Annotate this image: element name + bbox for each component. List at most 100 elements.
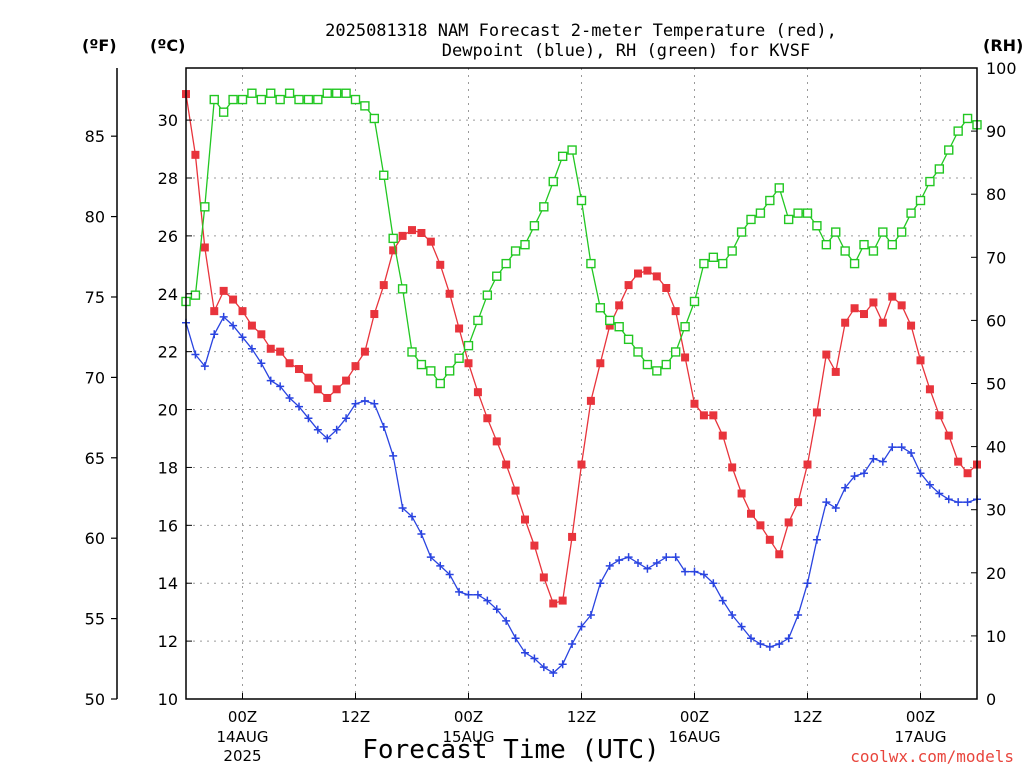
rh-point bbox=[463, 340, 474, 351]
rh-tick-label: 40 bbox=[986, 438, 1006, 457]
dewpoint-point bbox=[511, 634, 520, 643]
temperature-point bbox=[247, 321, 256, 330]
dewpoint-point bbox=[530, 654, 539, 663]
dewpoint-point bbox=[295, 402, 303, 411]
rh-point bbox=[812, 221, 822, 231]
x-axis-label: Forecast Time (UTC) bbox=[362, 735, 659, 765]
rh-point bbox=[821, 239, 832, 250]
temperature-point bbox=[257, 330, 266, 339]
rh-point bbox=[746, 214, 756, 225]
temperature-point bbox=[464, 359, 473, 368]
temperature-point bbox=[492, 437, 501, 446]
x-tick-label: 2025 bbox=[223, 747, 261, 765]
temperature-point bbox=[276, 347, 285, 356]
temperature-point bbox=[473, 388, 482, 397]
rh-point bbox=[783, 214, 794, 225]
temperature-point bbox=[455, 324, 464, 333]
dewpoint-point bbox=[935, 489, 944, 498]
temperature-point bbox=[878, 318, 887, 327]
dewpoint-point bbox=[389, 451, 398, 460]
celsius-tick-label: 14 bbox=[158, 574, 178, 593]
dewpoint-point bbox=[690, 567, 699, 576]
dewpoint-point bbox=[605, 561, 614, 570]
celsius-tick-label: 22 bbox=[158, 343, 178, 362]
dewpoint-point bbox=[841, 483, 850, 492]
celsius-unit-label: (ºC) bbox=[150, 36, 185, 55]
temperature-point bbox=[304, 373, 313, 382]
temperature-point bbox=[916, 356, 925, 365]
dewpoint-point bbox=[549, 668, 558, 677]
rh-point bbox=[228, 94, 238, 105]
rh-point bbox=[350, 94, 361, 105]
rh-point bbox=[435, 378, 445, 389]
rh-point bbox=[369, 113, 380, 124]
rh-point bbox=[190, 290, 201, 300]
temperature-point bbox=[502, 460, 511, 469]
rh-point bbox=[925, 176, 935, 187]
temperature-point bbox=[605, 321, 614, 330]
dewpoint-point bbox=[464, 590, 473, 599]
rh-point bbox=[567, 145, 577, 155]
dewpoint-point bbox=[916, 469, 925, 478]
rh-point bbox=[576, 195, 587, 206]
temperature-point bbox=[803, 460, 812, 469]
dewpoint-point bbox=[897, 443, 906, 452]
dewpoint-point bbox=[784, 634, 793, 643]
rh-tick-label: 10 bbox=[986, 627, 1006, 646]
dewpoint-point bbox=[812, 535, 821, 544]
rh-point bbox=[275, 94, 285, 105]
x-tick-label: 12Z bbox=[793, 708, 822, 726]
temperature-point bbox=[483, 414, 492, 423]
rh-point bbox=[247, 88, 257, 98]
temperature-point bbox=[888, 292, 897, 301]
rh-tick-label: 60 bbox=[986, 311, 1006, 330]
rh-point bbox=[379, 170, 389, 180]
dewpoint-point bbox=[257, 359, 266, 368]
rh-point bbox=[736, 227, 747, 237]
dewpoint-point bbox=[455, 587, 464, 596]
temperature-point bbox=[332, 385, 341, 394]
rh-point bbox=[605, 315, 615, 326]
dewpoint-point bbox=[850, 472, 859, 481]
rh-point bbox=[313, 94, 323, 105]
fahrenheit-tick-label: 80 bbox=[85, 208, 105, 227]
rh-tick-label: 100 bbox=[986, 59, 1017, 78]
temperature-point bbox=[831, 367, 840, 376]
rh-point bbox=[510, 246, 521, 256]
rh-point bbox=[802, 208, 813, 218]
rh-point bbox=[586, 258, 596, 269]
dewpoint-point bbox=[718, 596, 727, 605]
fahrenheit-tick-label: 75 bbox=[85, 288, 105, 307]
temperature-point bbox=[568, 532, 577, 541]
dewpoint-point bbox=[643, 564, 652, 573]
rh-point bbox=[708, 252, 719, 263]
dewpoint-point bbox=[803, 579, 812, 588]
x-tick-label: 14AUG bbox=[217, 728, 269, 746]
dewpoint-point bbox=[634, 558, 642, 567]
rh-point bbox=[680, 322, 690, 332]
temperature-point bbox=[436, 260, 445, 269]
temperature-point bbox=[643, 266, 652, 275]
dewpoint-point bbox=[502, 616, 511, 625]
dewpoint-point bbox=[831, 503, 840, 512]
dewpoint-point bbox=[822, 498, 831, 507]
temperature-point bbox=[690, 399, 699, 408]
dewpoint-point bbox=[445, 570, 454, 579]
temperature-point bbox=[445, 289, 454, 298]
temperature-point bbox=[699, 411, 708, 420]
rh-point bbox=[849, 258, 860, 269]
dewpoint-point bbox=[907, 448, 916, 457]
temperature-point bbox=[539, 573, 548, 582]
temperature-point bbox=[323, 393, 332, 402]
rh-point bbox=[934, 164, 945, 174]
temperature-point bbox=[219, 286, 228, 295]
dewpoint-point bbox=[351, 399, 360, 408]
temperature-point bbox=[728, 463, 737, 472]
dewpoint-point bbox=[794, 611, 803, 620]
rh-point bbox=[454, 353, 464, 363]
dewpoint-point bbox=[342, 414, 351, 423]
rh-point bbox=[793, 208, 803, 218]
rh-point bbox=[209, 94, 219, 105]
dewpoint-point bbox=[860, 469, 868, 478]
temperature-point bbox=[558, 596, 567, 605]
